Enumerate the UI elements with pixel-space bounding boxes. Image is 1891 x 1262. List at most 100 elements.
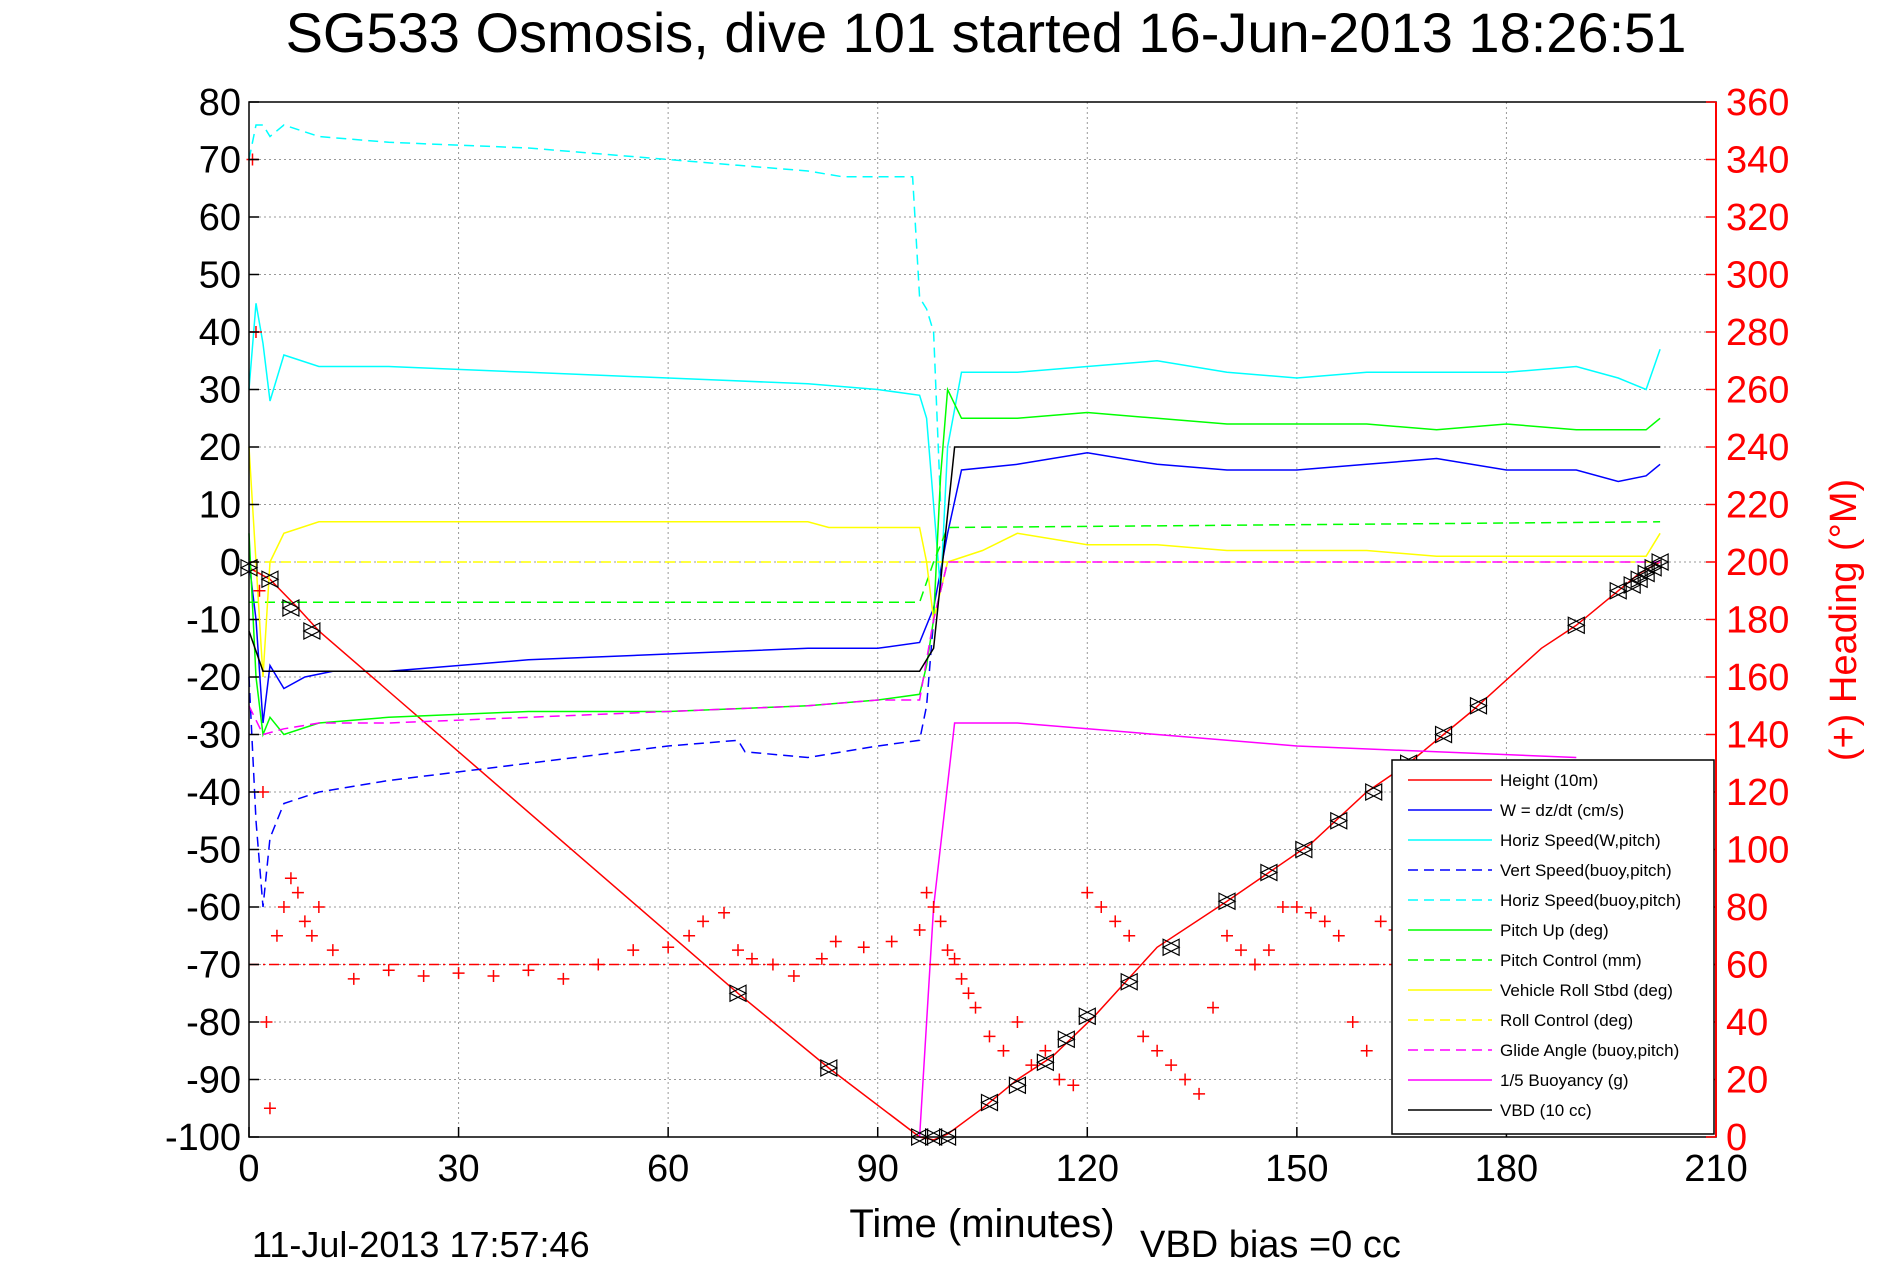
series-line-6	[249, 521, 1661, 604]
heading-mark	[312, 901, 325, 913]
heading-mark	[298, 915, 311, 928]
heading-mark	[920, 886, 933, 899]
right-tick-label: 180	[1726, 600, 1789, 642]
y-tick-label: -50	[186, 830, 241, 872]
right-tick-label: 120	[1726, 772, 1789, 814]
heading-mark	[382, 964, 395, 977]
y-tick-label: 60	[199, 197, 241, 239]
right-tick-label: 160	[1726, 657, 1789, 699]
heading-mark	[1248, 958, 1261, 971]
heading-mark	[1193, 1087, 1206, 1100]
vbd-marker	[1259, 863, 1279, 882]
heading-mark	[522, 964, 535, 977]
heading-mark	[927, 901, 940, 913]
legend-label: VBD (10 cc)	[1500, 1101, 1592, 1120]
vbd-marker	[1608, 581, 1628, 600]
y-tick-label: -40	[186, 772, 241, 814]
x-tick-label: 120	[1056, 1148, 1119, 1190]
y-tick-label: -20	[186, 657, 241, 699]
heading-mark	[941, 944, 954, 957]
heading-mark	[1165, 1059, 1178, 1072]
x-axis-label: Time (minutes)	[849, 1202, 1114, 1246]
right-tick-label: 80	[1726, 887, 1768, 929]
heading-mark	[1332, 929, 1345, 942]
y-axis-ticks: 80 70 60 50 40 30 20 10 0 -10 -20 -30 -40 -50 -60 -70 -8…	[165, 82, 259, 1159]
heading-mark	[934, 915, 947, 928]
vbd-marker	[1364, 783, 1384, 801]
heading-mark	[487, 970, 500, 982]
legend-label: Vehicle Roll Stbd (deg)	[1500, 981, 1673, 1000]
right-tick-label: 140	[1726, 715, 1789, 757]
legend-label: 1/5 Buoyancy (g)	[1500, 1071, 1629, 1090]
x-axis-ticks: 0 30 60 90 120 150 180 210	[238, 1127, 1748, 1190]
x-tick-label: 180	[1475, 1148, 1538, 1190]
y-tick-label: -80	[186, 1002, 241, 1044]
heading-mark	[417, 970, 430, 982]
heading-mark	[955, 972, 968, 985]
heading-mark	[1221, 929, 1233, 942]
x-tick-label: 210	[1684, 1148, 1747, 1190]
legend: Height (10m) W = dz/dt (cm/s) Horiz Speed(…	[1391, 759, 1715, 1135]
y-tick-label: -60	[186, 887, 241, 929]
x-tick-label: 90	[857, 1148, 899, 1190]
heading-mark	[1053, 1073, 1066, 1086]
heading-mark	[766, 958, 779, 971]
heading-mark	[284, 872, 297, 885]
heading-mark	[1095, 901, 1108, 913]
heading-mark	[1346, 1016, 1359, 1028]
heading-mark	[1081, 886, 1094, 899]
right-tick-label: 200	[1726, 542, 1789, 584]
y-tick-label: 0	[220, 542, 241, 584]
heading-mark	[983, 1030, 996, 1043]
vbd-marker	[1217, 892, 1237, 911]
heading-mark	[1025, 1059, 1038, 1072]
right-tick-label: 0	[1726, 1117, 1747, 1159]
right-tick-label: 340	[1726, 140, 1789, 182]
series-line-4	[248, 124, 942, 505]
y-tick-label: 20	[199, 427, 241, 469]
vbd-bias-label: VBD bias =0 cc	[1140, 1224, 1401, 1262]
vbd-marker	[1008, 1076, 1027, 1095]
series-line-10	[918, 722, 1577, 1138]
vbd-marker	[1329, 811, 1349, 830]
chart-title: SG533 Osmosis, dive 101 started 16-Jun-2…	[286, 1, 1687, 64]
heading-mark	[1318, 915, 1331, 928]
legend-label: Horiz Speed(W,pitch)	[1500, 831, 1661, 850]
heading-mark	[969, 1001, 982, 1014]
right-axis-ticks: 3603403203002802602402202001801601401201…	[1706, 82, 1789, 1159]
heading-mark	[1123, 929, 1136, 942]
vbd-marker	[1294, 840, 1314, 859]
right-tick-label: 100	[1726, 830, 1789, 872]
heading-mark	[1039, 1044, 1052, 1057]
y-tick-label: -100	[165, 1117, 241, 1159]
heading-mark	[263, 1102, 276, 1115]
right-tick-label: 240	[1726, 427, 1789, 469]
heading-mark	[452, 967, 465, 980]
y-tick-label: -10	[186, 600, 241, 642]
legend-label: Horiz Speed(buoy,pitch)	[1500, 891, 1681, 910]
heading-mark	[948, 952, 961, 965]
vbd-marker	[1650, 553, 1670, 571]
heading-mark	[1262, 944, 1275, 957]
heading-mark	[829, 935, 842, 948]
y-tick-label: 10	[199, 485, 241, 527]
vbd-marker	[980, 1093, 999, 1112]
legend-label: Height (10m)	[1500, 771, 1598, 790]
heading-mark	[745, 952, 758, 965]
heading-mark	[557, 972, 570, 985]
vbd-marker	[1434, 725, 1453, 744]
heading-mark	[1011, 1016, 1024, 1028]
heading-mark	[787, 970, 800, 982]
y-tick-label: 70	[199, 140, 241, 182]
series-line-9	[248, 561, 1661, 736]
x-tick-label: 150	[1265, 1148, 1328, 1190]
vbd-marker	[1056, 1030, 1076, 1049]
heading-mark	[1137, 1030, 1150, 1043]
heading-mark	[1276, 901, 1289, 913]
right-tick-label: 320	[1726, 197, 1789, 239]
heading-mark	[1067, 1079, 1080, 1092]
y-tick-label: -90	[186, 1060, 241, 1102]
heading-mark	[913, 924, 926, 936]
legend-box	[1391, 759, 1715, 1135]
